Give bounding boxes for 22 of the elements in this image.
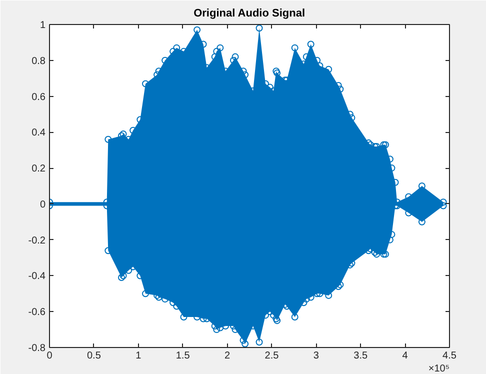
y-tick-label: 1 bbox=[40, 20, 46, 31]
x-tick-label: 2.5 bbox=[264, 350, 280, 362]
y-tick-label: -0.4 bbox=[28, 271, 46, 282]
y-tick-label: 0.8 bbox=[32, 56, 46, 67]
y-tick-label: -0.6 bbox=[28, 307, 46, 318]
y-tick-label: 0.4 bbox=[32, 128, 46, 139]
chart-title: Original Audio Signal bbox=[194, 8, 306, 20]
y-tick-label: 0.2 bbox=[32, 164, 46, 175]
x-tick-label: 1.5 bbox=[176, 350, 190, 362]
text: ×10⁵ bbox=[428, 364, 450, 374]
x-tick-label: 0 bbox=[46, 350, 53, 362]
x-tick-label: 3.5 bbox=[354, 350, 368, 362]
x-tick-label: 1 bbox=[136, 350, 142, 362]
y-tick-label: -0.2 bbox=[28, 235, 46, 246]
x-tick-label: 0.5 bbox=[86, 350, 102, 362]
y-tick-label: -0.8 bbox=[28, 343, 46, 354]
x-tick-label: 4.5 bbox=[442, 350, 457, 362]
y-tick-label: 0 bbox=[40, 199, 46, 210]
y-tick-label: 0.6 bbox=[32, 92, 46, 103]
x-tick-label: 4 bbox=[402, 350, 408, 362]
x-tick-label: 3 bbox=[313, 350, 320, 362]
x-tick-label: 2 bbox=[224, 350, 230, 362]
